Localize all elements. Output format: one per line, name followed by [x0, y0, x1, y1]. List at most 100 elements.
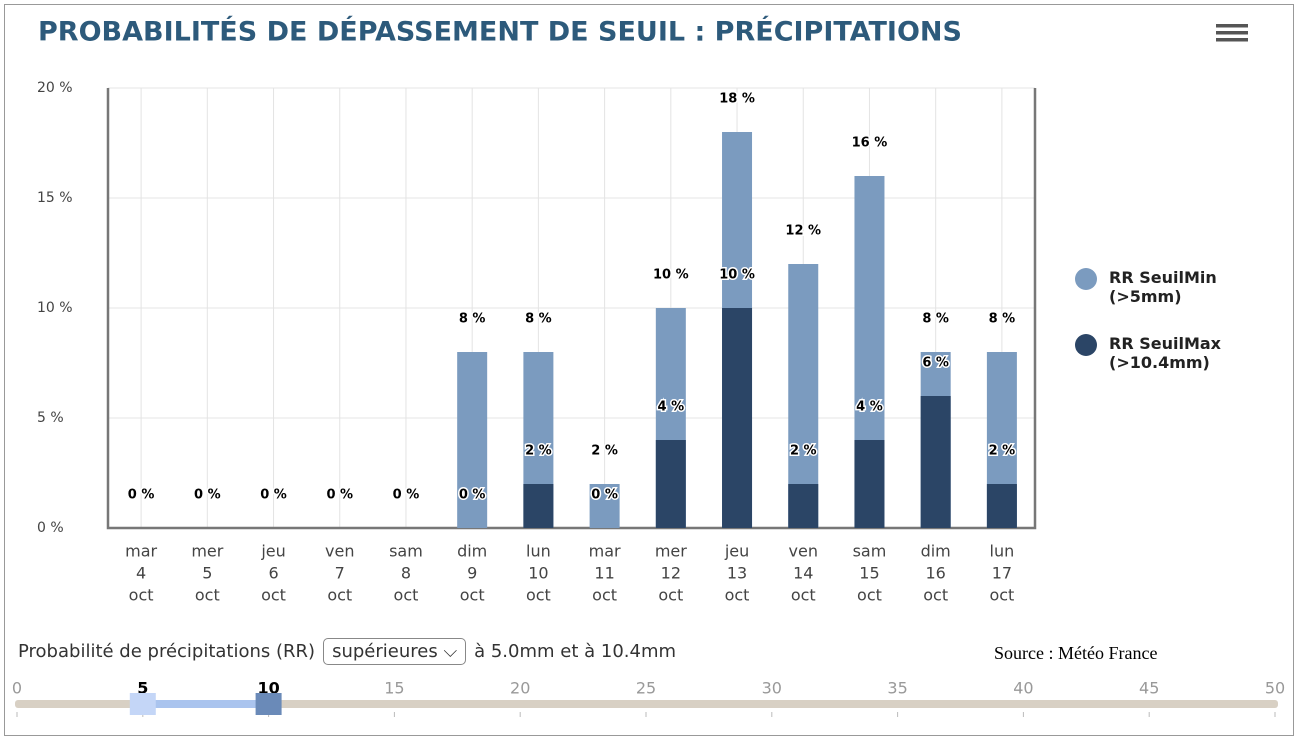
- slider-tick-label: 5: [137, 679, 148, 698]
- x-tick-label: mar: [125, 542, 157, 561]
- x-tick-label: dim: [921, 542, 951, 561]
- value-label: 4 %: [658, 400, 685, 415]
- x-tick-label: oct: [923, 586, 948, 605]
- control-label: Probabilité de précipitations (RR): [18, 641, 316, 662]
- legend-item[interactable]: RR SeuilMax (>10.4mm): [1075, 334, 1255, 372]
- x-tick-label: ven: [325, 542, 354, 561]
- value-label: 12 %: [785, 224, 821, 239]
- x-tick-label: mer: [655, 542, 687, 561]
- slider-tick-label: 20: [510, 679, 530, 698]
- value-label: 8 %: [459, 312, 486, 327]
- x-tick-label: oct: [791, 586, 816, 605]
- x-tick-label: jeu: [260, 542, 285, 561]
- x-tick-label: 15: [859, 564, 879, 583]
- chart: PROBABILITÉS DE DÉPASSEMENT DE SEUIL : P…: [12, 16, 1285, 717]
- slider-tick-label: 30: [762, 679, 782, 698]
- select-value: supérieures: [332, 641, 438, 662]
- bar: [986, 484, 1017, 528]
- value-label: 8 %: [525, 312, 552, 327]
- value-label: 0 %: [393, 488, 420, 503]
- x-tick-label: 14: [793, 564, 813, 583]
- value-label: 0 %: [260, 488, 287, 503]
- x-tick-label: oct: [526, 586, 551, 605]
- value-label: 0 %: [194, 488, 221, 503]
- slider-handle[interactable]: [129, 693, 156, 715]
- value-label: 16 %: [852, 136, 888, 151]
- menu-icon[interactable]: [1216, 24, 1248, 42]
- control-after: à 5.0mm et à 10.4mm: [474, 641, 677, 662]
- y-tick-label: 5 %: [37, 410, 64, 426]
- x-tick-label: mer: [191, 542, 223, 561]
- x-tick-label: oct: [989, 586, 1014, 605]
- x-tick-label: oct: [261, 586, 286, 605]
- bar: [854, 440, 885, 528]
- slider-handle[interactable]: [255, 693, 282, 715]
- x-tick-label: oct: [857, 586, 882, 605]
- value-label: 10 %: [719, 268, 755, 283]
- value-label: 0 %: [128, 488, 155, 503]
- value-label: 0 %: [326, 488, 353, 503]
- y-tick-label: 20 %: [37, 80, 73, 96]
- x-tick-label: 5: [202, 564, 212, 583]
- y-tick-label: 10 %: [37, 300, 73, 316]
- value-label: 8 %: [989, 312, 1016, 327]
- x-tick-label: ven: [789, 542, 818, 561]
- x-tick-label: 10: [528, 564, 548, 583]
- bar: [589, 484, 620, 528]
- bar: [788, 484, 819, 528]
- plot-border: [106, 88, 1037, 530]
- slider-tick-label: 35: [887, 679, 907, 698]
- x-tick-label: sam: [389, 542, 423, 561]
- legend-swatch: [1075, 334, 1097, 356]
- slider-tick-label: 50: [1265, 679, 1285, 698]
- value-label: 0 %: [260, 488, 287, 503]
- value-label: 4 %: [856, 400, 883, 415]
- x-tick-label: oct: [394, 586, 419, 605]
- x-tick-label: 11: [594, 564, 614, 583]
- value-label: 0 %: [194, 488, 221, 503]
- value-label: 10 %: [653, 268, 689, 283]
- x-tick-label: oct: [725, 586, 750, 605]
- x-tick-label: 7: [335, 564, 345, 583]
- value-label: 0 %: [393, 488, 420, 503]
- x-tick-label: oct: [592, 586, 617, 605]
- value-label: 0 %: [591, 488, 618, 503]
- y-tick-label: 0 %: [37, 520, 64, 536]
- y-tick-label: 15 %: [37, 190, 73, 206]
- value-label: 2 %: [525, 444, 552, 459]
- value-label: 0 %: [128, 488, 155, 503]
- x-tick-label: jeu: [724, 542, 749, 561]
- slider-tick-label: 0: [12, 679, 22, 698]
- x-tick-label: 9: [467, 564, 477, 583]
- slider-track: [15, 700, 1278, 708]
- legend-label: RR SeuilMax (>10.4mm): [1109, 334, 1221, 372]
- legend-label: RR SeuilMin (>5mm): [1109, 268, 1217, 306]
- legend-swatch: [1075, 268, 1097, 290]
- slider-tick-label: 45: [1139, 679, 1159, 698]
- source: Source : Météo France: [994, 643, 1158, 663]
- value-label: 18 %: [719, 92, 755, 107]
- value-label: 8 %: [922, 312, 949, 327]
- x-tick-label: sam: [853, 542, 887, 561]
- x-tick-label: oct: [658, 586, 683, 605]
- legend-item[interactable]: RR SeuilMin (>5mm): [1075, 268, 1255, 306]
- value-label: 6 %: [922, 356, 949, 371]
- x-tick-label: 17: [992, 564, 1012, 583]
- value-label: 2 %: [591, 444, 618, 459]
- x-tick-label: 8: [401, 564, 411, 583]
- bar: [722, 308, 753, 528]
- x-tick-label: oct: [195, 586, 220, 605]
- controls: Probabilité de précipitations (RR) supér…: [18, 638, 676, 665]
- x-tick-label: lun: [526, 542, 551, 561]
- x-tick-label: 13: [727, 564, 747, 583]
- select[interactable]: supérieures ⌵: [323, 638, 467, 665]
- x-tick-label: 12: [661, 564, 681, 583]
- slider-range: [142, 700, 269, 708]
- x-tick-label: oct: [327, 586, 352, 605]
- value-label: 2 %: [989, 444, 1016, 459]
- slider-tick-label: 15: [384, 679, 404, 698]
- slider-tick-label: 40: [1013, 679, 1033, 698]
- x-tick-label: 6: [268, 564, 278, 583]
- chart-title: PROBABILITÉS DE DÉPASSEMENT DE SEUIL : P…: [38, 16, 962, 48]
- x-tick-label: lun: [990, 542, 1015, 561]
